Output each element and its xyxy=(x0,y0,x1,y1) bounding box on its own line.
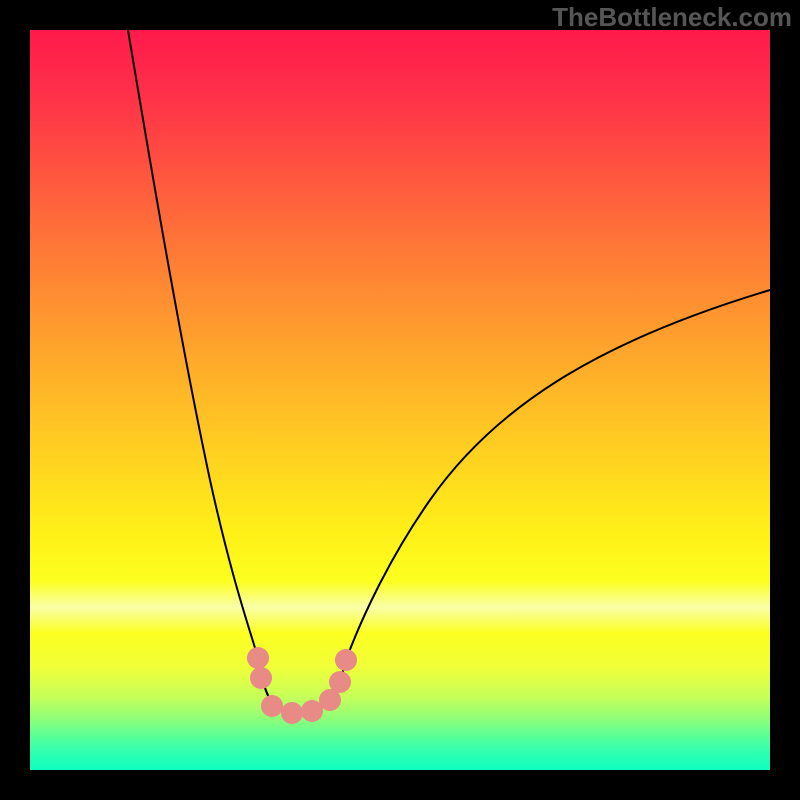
watermark-text: TheBottleneck.com xyxy=(552,2,792,33)
chart-container: TheBottleneck.com xyxy=(0,0,800,800)
plot-area xyxy=(30,30,770,770)
